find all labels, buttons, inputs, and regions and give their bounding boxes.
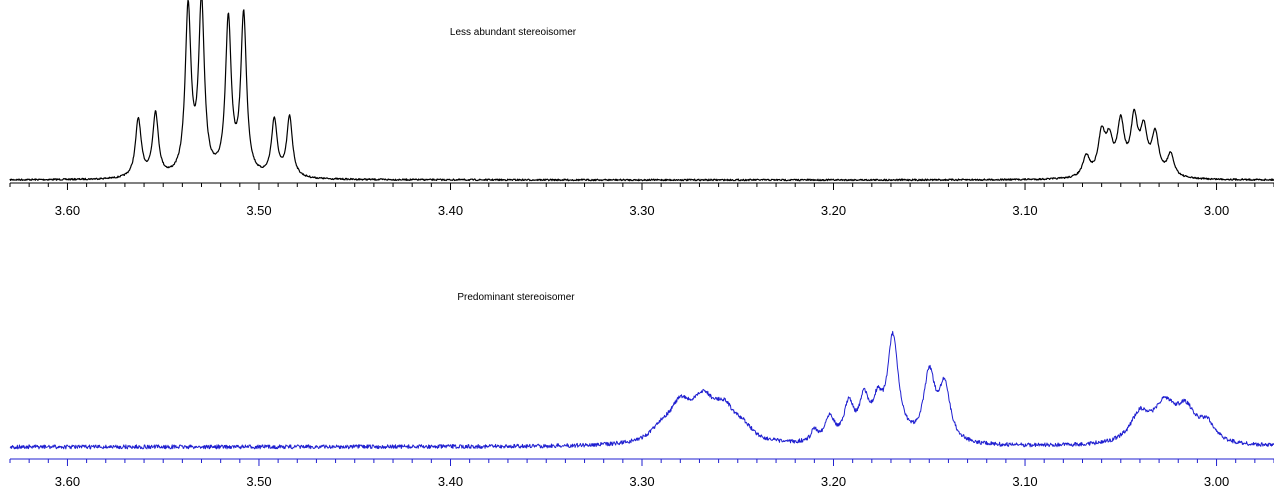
tick-label: 3.20 [821,203,846,218]
chart-title: Predominant stereoisomer [457,292,575,303]
chart-title: Less abundant stereoisomer [450,27,577,38]
tick-label: 3.40 [438,474,463,489]
tick-label: 3.40 [438,203,463,218]
tick-label: 3.50 [246,203,271,218]
spectrum-panel-less-abundant: Less abundant stereoisomer 3.60 3.50 3.40 3… [9,0,1274,218]
tick-label: 3.60 [55,203,80,218]
spectrum-series-line [9,330,1274,450]
tick-label: 3.50 [246,474,271,489]
tick-label: 3.10 [1012,474,1037,489]
tick-label: 3.20 [821,474,846,489]
tick-label: 3.00 [1204,474,1229,489]
tick-label: 3.30 [629,474,654,489]
spectrum-panel-predominant: Predominant stereoisomer 3.60 3.50 3.40 3.3… [9,292,1274,489]
tick-label: 3.30 [629,203,654,218]
tick-label: 3.10 [1012,203,1037,218]
tick-label: 3.60 [55,474,80,489]
spectrum-series-line [9,0,1274,182]
tick-label: 3.00 [1204,203,1229,218]
